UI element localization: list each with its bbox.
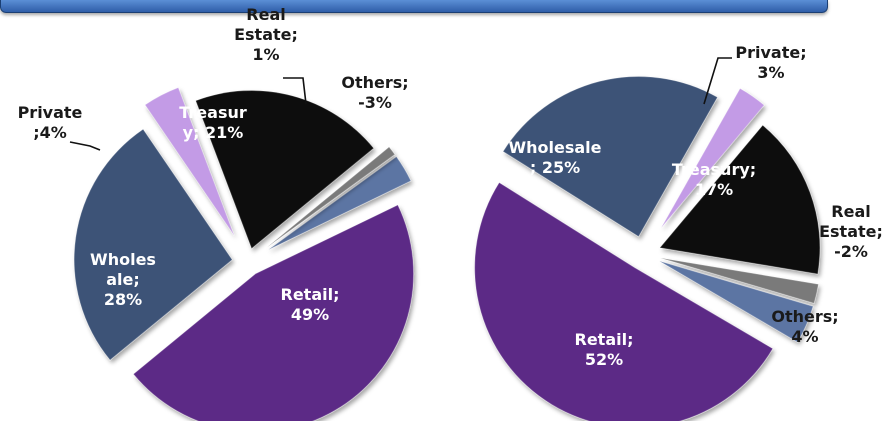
pie-left-slice-wholesale	[73, 128, 233, 361]
pie-left-label-others: Others; -3%	[341, 73, 408, 112]
pie-right-slice-private	[660, 87, 765, 229]
pie-left-label-treasury: Treasur y; 21%	[179, 103, 247, 142]
pie-left-slice-others	[268, 156, 412, 251]
pie-right-leader-private	[703, 57, 732, 105]
pie-right-label-retail: Retail; 52%	[575, 330, 634, 369]
pie-left-label-wholesale: Wholes ale; 28%	[90, 250, 156, 309]
pie-left-slice-treasury	[195, 90, 375, 250]
pie-chart-left: Retail; 49% Wholes ale; 28% Private ;4% Treasur…	[18, 5, 415, 421]
pie-left-slice-private	[144, 86, 235, 236]
pie-right-slice-wholesale	[502, 76, 719, 238]
pie-left-label-retail: Retail; 49%	[281, 285, 340, 324]
pie-right-label-wholesale: Wholesale; 25%	[508, 138, 601, 177]
pie-right-slice-others	[659, 260, 814, 343]
pie-right-label-private: Private; 3%	[735, 43, 806, 82]
pie-left-leader-real-estate	[283, 77, 307, 105]
pie-left-leader-private	[69, 141, 101, 151]
pie-right-label-others: Others; 4%	[771, 307, 838, 346]
pie-right-slice-retail	[474, 181, 774, 421]
pie-right-label-real-estate: Real Estate; -2%	[819, 202, 883, 261]
pie-left-slice-real-estate	[266, 146, 396, 248]
pie-left-slice-retail	[132, 204, 415, 421]
pie-left-label-real-estate: Real Estate; 1%	[234, 5, 298, 64]
pie-right-label-treasury: Treasury; 17%	[672, 160, 756, 199]
pie-chart-right: Retail; 52% Wholesale; 25% Private; 3% Treasu…	[474, 43, 883, 421]
pie-right-slice-treasury	[658, 124, 821, 275]
pie-right-slice-real-estate	[660, 257, 819, 304]
pie-left-label-private: Private ;4%	[18, 103, 83, 142]
header-band	[0, 0, 828, 13]
